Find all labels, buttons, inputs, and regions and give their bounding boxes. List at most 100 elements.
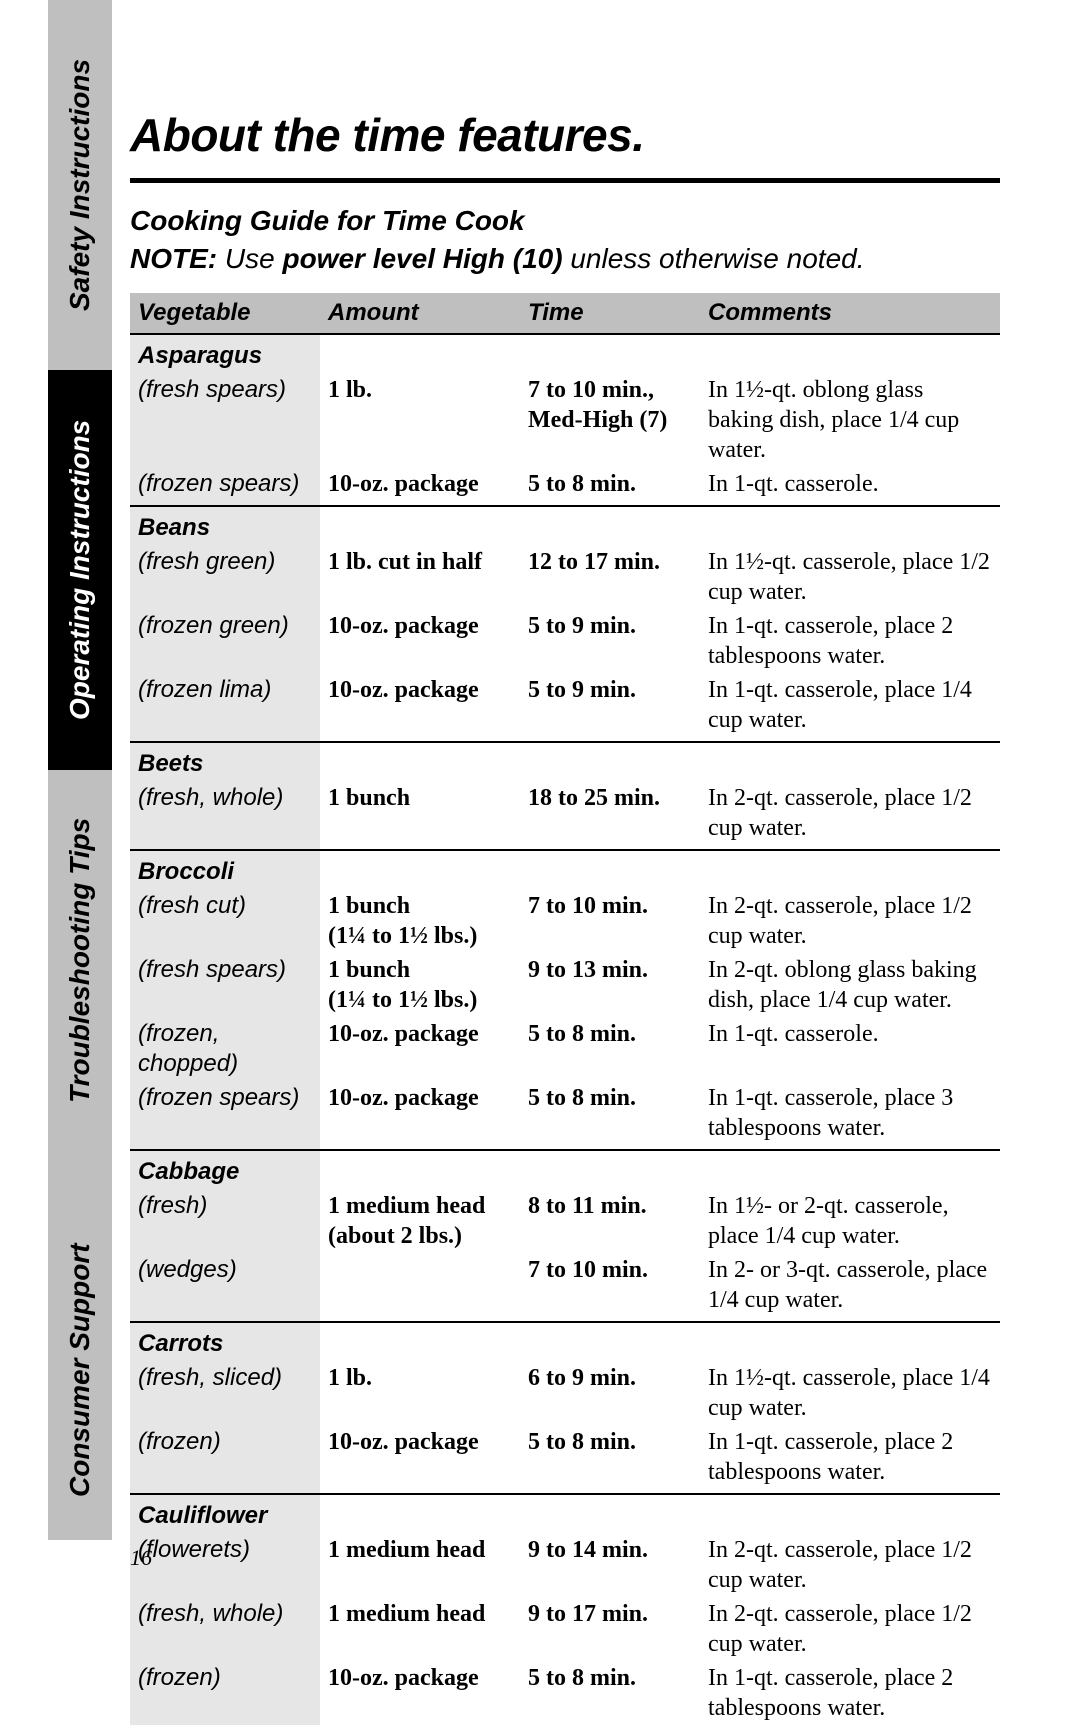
col-time: Time: [520, 293, 700, 334]
variant-cell: (fresh, sliced): [130, 1361, 320, 1425]
amount-cell: 1 medium head (about 2 lbs.): [320, 1189, 520, 1253]
variant-cell: (frozen): [130, 1661, 320, 1725]
category-name: Beets: [130, 742, 320, 781]
category-row: Beans: [130, 506, 1000, 545]
time-cell: 6 to 9 min.: [520, 1361, 700, 1425]
time-cell: 5 to 8 min.: [520, 1425, 700, 1494]
amount-cell: 1 bunch(1¼ to 1½ lbs.): [320, 953, 520, 1017]
table-row: (fresh green)1 lb. cut in half12 to 17 m…: [130, 545, 1000, 609]
note-line: NOTE: Use power level High (10) unless o…: [130, 243, 1000, 275]
table-header-row: Vegetable Amount Time Comments: [130, 293, 1000, 334]
variant-cell: (frozen lima): [130, 673, 320, 742]
table-row: (frozen)10-oz. package5 to 8 min.In 1-qt…: [130, 1425, 1000, 1494]
comment-cell: In 2-qt. casserole, place 1/2 cup water.: [700, 1533, 1000, 1597]
variant-cell: (frozen green): [130, 609, 320, 673]
table-row: (frozen lima)10-oz. package5 to 9 min.In…: [130, 673, 1000, 742]
tab-gap: [48, 1150, 112, 1200]
amount-cell: 10-oz. package: [320, 1081, 520, 1150]
comment-cell: In 1-qt. casserole, place 2 tablespoons …: [700, 609, 1000, 673]
table-row: (fresh)1 medium head (about 2 lbs.)8 to …: [130, 1189, 1000, 1253]
category-name: Cabbage: [130, 1150, 320, 1189]
note-prefix: NOTE:: [130, 243, 217, 274]
table-row: (fresh cut)1 bunch(1¼ to 1½ lbs.)7 to 10…: [130, 889, 1000, 953]
variant-cell: (fresh cut): [130, 889, 320, 953]
table-row: (wedges)7 to 10 min.In 2- or 3-qt. casse…: [130, 1253, 1000, 1322]
comment-cell: In 1½- or 2-qt. casserole, place 1/4 cup…: [700, 1189, 1000, 1253]
table-row: (fresh spears)1 bunch(1¼ to 1½ lbs.)9 to…: [130, 953, 1000, 1017]
comment-cell: In 1-qt. casserole.: [700, 1017, 1000, 1081]
amount-cell: 10-oz. package: [320, 1017, 520, 1081]
table-row: (frozen, chopped)10-oz. package5 to 8 mi…: [130, 1017, 1000, 1081]
variant-cell: (fresh, whole): [130, 781, 320, 850]
category-row: Broccoli: [130, 850, 1000, 889]
table-row: (frozen spears)10-oz. package5 to 8 min.…: [130, 1081, 1000, 1150]
comment-cell: In 1-qt. casserole, place 2 tablespoons …: [700, 1661, 1000, 1725]
col-amount: Amount: [320, 293, 520, 334]
variant-cell: (frozen spears): [130, 1081, 320, 1150]
amount-cell: 1 lb.: [320, 1361, 520, 1425]
comment-cell: In 1½-qt. oblong glass baking dish, plac…: [700, 373, 1000, 467]
amount-cell: [320, 1253, 520, 1322]
table-row: (fresh, whole)1 bunch18 to 25 min.In 2-q…: [130, 781, 1000, 850]
time-cell: 7 to 10 min.,Med-High (7): [520, 373, 700, 467]
note-bold: power level High (10): [282, 243, 562, 274]
category-name: Broccoli: [130, 850, 320, 889]
time-cell: 12 to 17 min.: [520, 545, 700, 609]
amount-cell: 10-oz. package: [320, 1661, 520, 1725]
time-cell: 5 to 8 min.: [520, 1017, 700, 1081]
comment-cell: In 1-qt. casserole, place 3 tablespoons …: [700, 1081, 1000, 1150]
table-body: Asparagus(fresh spears)1 lb.7 to 10 min.…: [130, 334, 1000, 1725]
time-cell: 5 to 9 min.: [520, 609, 700, 673]
time-cell: 5 to 8 min.: [520, 1661, 700, 1725]
variant-cell: (fresh spears): [130, 373, 320, 467]
variant-cell: (frozen): [130, 1425, 320, 1494]
tab-consumer[interactable]: Consumer Support: [48, 1200, 112, 1540]
amount-cell: 1 bunch(1¼ to 1½ lbs.): [320, 889, 520, 953]
table-row: (frozen)10-oz. package5 to 8 min.In 1-qt…: [130, 1661, 1000, 1725]
variant-cell: (fresh, whole): [130, 1597, 320, 1661]
comment-cell: In 1½-qt. casserole, place 1/4 cup water…: [700, 1361, 1000, 1425]
table-row: (frozen green)10-oz. package5 to 9 min.I…: [130, 609, 1000, 673]
category-row: Cabbage: [130, 1150, 1000, 1189]
sidebar-tabs: Safety Instructions Operating Instructio…: [48, 0, 112, 1540]
time-cell: 18 to 25 min.: [520, 781, 700, 850]
variant-cell: (fresh green): [130, 545, 320, 609]
amount-cell: 1 medium head: [320, 1597, 520, 1661]
category-name: Carrots: [130, 1322, 320, 1361]
table-row: (frozen spears)10-oz. package5 to 8 min.…: [130, 467, 1000, 506]
time-cell: 5 to 8 min.: [520, 467, 700, 506]
category-row: Cauliflower: [130, 1494, 1000, 1533]
title-rule: [130, 178, 1000, 183]
variant-cell: (fresh): [130, 1189, 320, 1253]
comment-cell: In 2-qt. oblong glass baking dish, place…: [700, 953, 1000, 1017]
time-cell: 7 to 10 min.: [520, 889, 700, 953]
time-cell: 5 to 8 min.: [520, 1081, 700, 1150]
category-row: Asparagus: [130, 334, 1000, 373]
amount-cell: 1 lb. cut in half: [320, 545, 520, 609]
comment-cell: In 1½-qt. casserole, place 1/2 cup water…: [700, 545, 1000, 609]
amount-cell: 1 bunch: [320, 781, 520, 850]
comment-cell: In 2-qt. casserole, place 1/2 cup water.: [700, 1597, 1000, 1661]
amount-cell: 10-oz. package: [320, 673, 520, 742]
category-row: Beets: [130, 742, 1000, 781]
page: Safety Instructions Operating Instructio…: [0, 0, 1080, 1669]
note-mid2: unless otherwise noted.: [563, 243, 865, 274]
comment-cell: In 2-qt. casserole, place 1/2 cup water.: [700, 781, 1000, 850]
tab-operating[interactable]: Operating Instructions: [48, 370, 112, 770]
page-title: About the time features.: [130, 108, 1000, 162]
variant-cell: (wedges): [130, 1253, 320, 1322]
time-cell: 9 to 14 min.: [520, 1533, 700, 1597]
subtitle: Cooking Guide for Time Cook: [130, 205, 1000, 237]
cooking-guide-table: Vegetable Amount Time Comments Asparagus…: [130, 293, 1000, 1725]
time-cell: 5 to 9 min.: [520, 673, 700, 742]
table-row: (fresh spears)1 lb.7 to 10 min.,Med-High…: [130, 373, 1000, 467]
category-name: Asparagus: [130, 334, 320, 373]
variant-cell: (flowerets): [130, 1533, 320, 1597]
category-name: Beans: [130, 506, 320, 545]
tab-troubleshooting[interactable]: Troubleshooting Tips: [48, 770, 112, 1150]
col-comments: Comments: [700, 293, 1000, 334]
tab-safety[interactable]: Safety Instructions: [48, 0, 112, 370]
amount-cell: 1 lb.: [320, 373, 520, 467]
category-name: Cauliflower: [130, 1494, 320, 1533]
comment-cell: In 2- or 3-qt. casserole, place 1/4 cup …: [700, 1253, 1000, 1322]
